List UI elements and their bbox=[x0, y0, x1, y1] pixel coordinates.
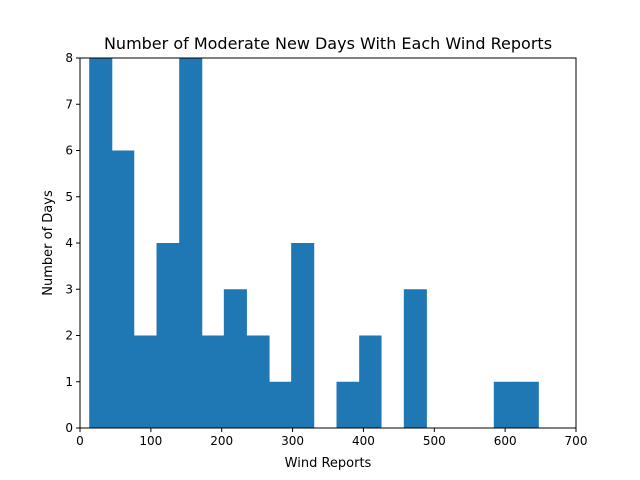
y-axis-ticks: 0 1 2 3 4 5 6 7 8 bbox=[65, 51, 80, 435]
x-tick-label: 500 bbox=[423, 434, 446, 448]
bars-group bbox=[89, 58, 539, 428]
histogram-bar-0 bbox=[89, 58, 113, 428]
x-tick-label: 400 bbox=[352, 434, 375, 448]
histogram-bar-9 bbox=[291, 243, 315, 428]
histogram-bar-1 bbox=[111, 150, 135, 428]
x-tick-label: 300 bbox=[281, 434, 304, 448]
y-tick-label: 5 bbox=[65, 190, 73, 204]
histogram-bar-7 bbox=[246, 335, 270, 428]
x-tick-label: 600 bbox=[494, 434, 517, 448]
chart-title: Number of Moderate New Days With Each Wi… bbox=[104, 34, 552, 53]
y-tick-label: 6 bbox=[65, 144, 73, 158]
x-tick-label: 0 bbox=[76, 434, 84, 448]
histogram-bar-3 bbox=[156, 243, 180, 428]
histogram-bar-5 bbox=[201, 335, 225, 428]
y-tick-label: 1 bbox=[65, 375, 73, 389]
histogram-bar-19 bbox=[516, 381, 539, 428]
histogram-bar-12 bbox=[359, 335, 382, 428]
y-tick-label: 3 bbox=[65, 282, 73, 296]
histogram-bar-6 bbox=[223, 289, 247, 428]
histogram-bar-18 bbox=[493, 381, 517, 428]
histogram-bar-11 bbox=[336, 381, 360, 428]
histogram-bar-2 bbox=[133, 335, 157, 428]
y-tick-label: 7 bbox=[65, 97, 73, 111]
x-axis-ticks: 0 100 200 300 400 500 600 700 bbox=[76, 428, 587, 448]
x-tick-label: 700 bbox=[565, 434, 588, 448]
y-tick-label: 8 bbox=[65, 51, 73, 65]
x-tick-label: 200 bbox=[210, 434, 233, 448]
histogram-bar-8 bbox=[269, 381, 292, 428]
histogram-bar-14 bbox=[403, 289, 427, 428]
x-tick-label: 100 bbox=[139, 434, 162, 448]
histogram-bar-4 bbox=[179, 58, 203, 428]
y-tick-label: 2 bbox=[65, 329, 73, 343]
y-tick-label: 0 bbox=[65, 421, 73, 435]
y-axis-label: Number of Days bbox=[41, 190, 56, 296]
y-tick-label: 4 bbox=[65, 236, 73, 250]
x-axis-label: Wind Reports bbox=[285, 456, 372, 471]
